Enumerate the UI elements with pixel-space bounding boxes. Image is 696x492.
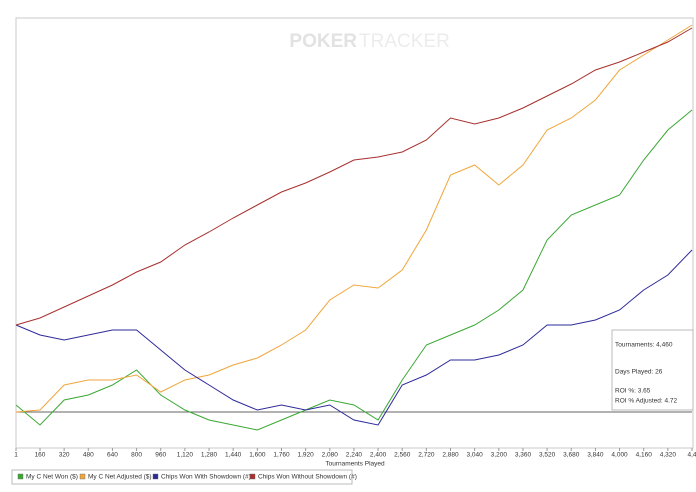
x-tick-label: 1,600 (249, 452, 266, 459)
x-axis-label: Tournaments Played (325, 461, 385, 468)
x-tick-label: 4,320 (660, 452, 677, 459)
x-tick-label: 3,520 (539, 452, 556, 459)
legend-label: Chips Won With Showdown (#) (161, 474, 251, 481)
x-tick-label: 1,760 (273, 452, 290, 459)
series-line (15, 249, 693, 426)
x-tick-label: 1 (14, 452, 18, 459)
x-tick-label: 2,240 (346, 452, 363, 459)
x-tick-label: 1,920 (297, 452, 314, 459)
x-tick-label: 960 (155, 452, 166, 459)
legend-swatch (249, 473, 256, 480)
series-line (15, 24, 693, 413)
info-box (611, 329, 694, 411)
legend-swatch (152, 473, 159, 480)
watermark: TRACKER (359, 31, 450, 52)
x-tick-label: 3,040 (467, 452, 484, 459)
x-tick-label: 160 (35, 452, 46, 459)
legend-swatch (79, 473, 86, 480)
x-tick-label: 3,840 (587, 452, 604, 459)
info-text: Days Played: 26 (615, 369, 663, 376)
legend-swatch (17, 473, 24, 480)
legend-label: Chips Won Without Showdown (#) (258, 474, 357, 481)
info-text: ROI %: 3.65 (615, 388, 651, 395)
x-tick-label: 2,080 (322, 452, 339, 459)
x-tick-label: 2,880 (442, 452, 459, 459)
x-tick-label: 4,000 (611, 452, 628, 459)
info-text: ROI % Adjusted: 4.72 (615, 398, 678, 405)
x-tick-label: 3,680 (563, 452, 580, 459)
legend-label: My C Net Adjusted ($) (88, 474, 152, 481)
x-tick-label: 2,400 (370, 452, 387, 459)
x-tick-label: 4,4 (687, 452, 696, 459)
series-line (15, 109, 693, 431)
legend (11, 469, 353, 485)
x-tick-label: 640 (107, 452, 118, 459)
x-tick-label: 3,360 (515, 452, 532, 459)
series-line (15, 27, 693, 326)
x-tick-label: 2,720 (418, 452, 435, 459)
legend-label: My C Net Won ($) (26, 474, 78, 481)
x-tick-label: 320 (59, 452, 70, 459)
watermark: POKER (289, 31, 357, 52)
x-tick-label: 4,160 (636, 452, 653, 459)
info-text: Tournaments: 4,460 (615, 342, 673, 349)
x-tick-label: 800 (131, 452, 142, 459)
plot-frame (15, 17, 694, 449)
x-tick-label: 3,200 (491, 452, 508, 459)
x-tick-label: 1,120 (177, 452, 194, 459)
x-tick-label: 1,440 (225, 452, 242, 459)
x-tick-label: 480 (83, 452, 94, 459)
x-tick-label: 1,280 (201, 452, 218, 459)
x-tick-label: 2,560 (394, 452, 411, 459)
